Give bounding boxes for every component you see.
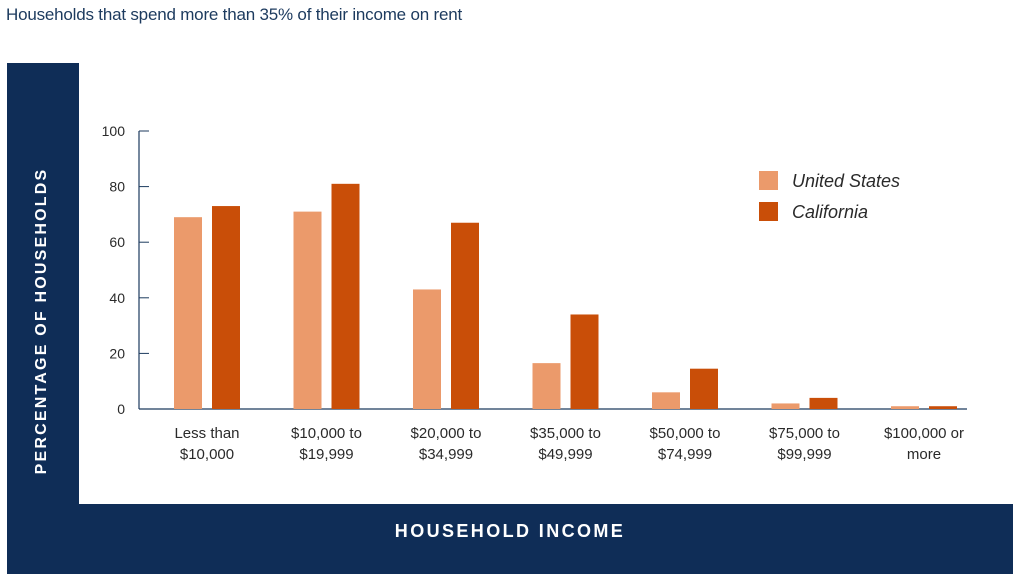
x-tick-label: $99,999 [777, 446, 831, 463]
bar-united-states [413, 289, 441, 409]
bar-chart: 0 20 40 60 80 100 Less than $10,000 $10,000 to $1… [102, 123, 967, 463]
bar-california [809, 397, 838, 409]
bar-united-states [532, 363, 561, 409]
x-tick-label: $10,000 [180, 446, 234, 463]
x-tick-label: $10,000 to [291, 425, 362, 442]
plot-area: 0 20 40 60 80 100 Less than $10,000 $10,000 to $1… [79, 63, 1013, 504]
x-tick-label: more [907, 446, 941, 463]
legend-label: United States [792, 171, 900, 191]
y-tick-label: 100 [102, 123, 126, 139]
bar-california [451, 222, 479, 409]
chart-frame: PERCENTAGE OF HOUSEHOLDS 0 20 40 60 80 100 Les… [7, 63, 1013, 574]
x-tick-label: $100,000 or [884, 425, 964, 442]
y-axis-label: PERCENTAGE OF HOUSEHOLDS [33, 167, 50, 475]
x-axis-label: HOUSEHOLD INCOME [394, 521, 626, 541]
bar-california [570, 314, 599, 409]
x-tick-label: $19,999 [299, 446, 353, 463]
bar-united-states [293, 211, 322, 409]
x-tick-label: $74,999 [658, 446, 712, 463]
x-tick-label: $34,999 [419, 446, 473, 463]
y-tick-label: 40 [109, 290, 125, 306]
bar-united-states [891, 406, 919, 409]
bar-united-states [174, 217, 202, 409]
legend-swatch [759, 202, 778, 221]
x-tick-label: $50,000 to [650, 425, 721, 442]
bar-united-states [652, 392, 680, 409]
y-tick-label: 80 [109, 179, 125, 195]
x-tick-label: Less than [174, 425, 239, 442]
bar-california [929, 406, 957, 409]
bar-california [331, 183, 360, 409]
y-tick-label: 60 [109, 234, 125, 250]
bar-california [212, 206, 240, 409]
x-tick-label: $35,000 to [530, 425, 601, 442]
page-title: Households that spend more than 35% of t… [6, 5, 462, 24]
bar-california [690, 368, 718, 409]
x-tick-label: $75,000 to [769, 425, 840, 442]
legend-label: California [792, 202, 868, 222]
x-tick-label: $20,000 to [411, 425, 482, 442]
y-tick-label: 20 [109, 345, 125, 361]
legend-swatch [759, 171, 778, 190]
y-tick-label: 0 [117, 401, 125, 417]
x-tick-label: $49,999 [538, 446, 592, 463]
bar-united-states [771, 403, 800, 409]
